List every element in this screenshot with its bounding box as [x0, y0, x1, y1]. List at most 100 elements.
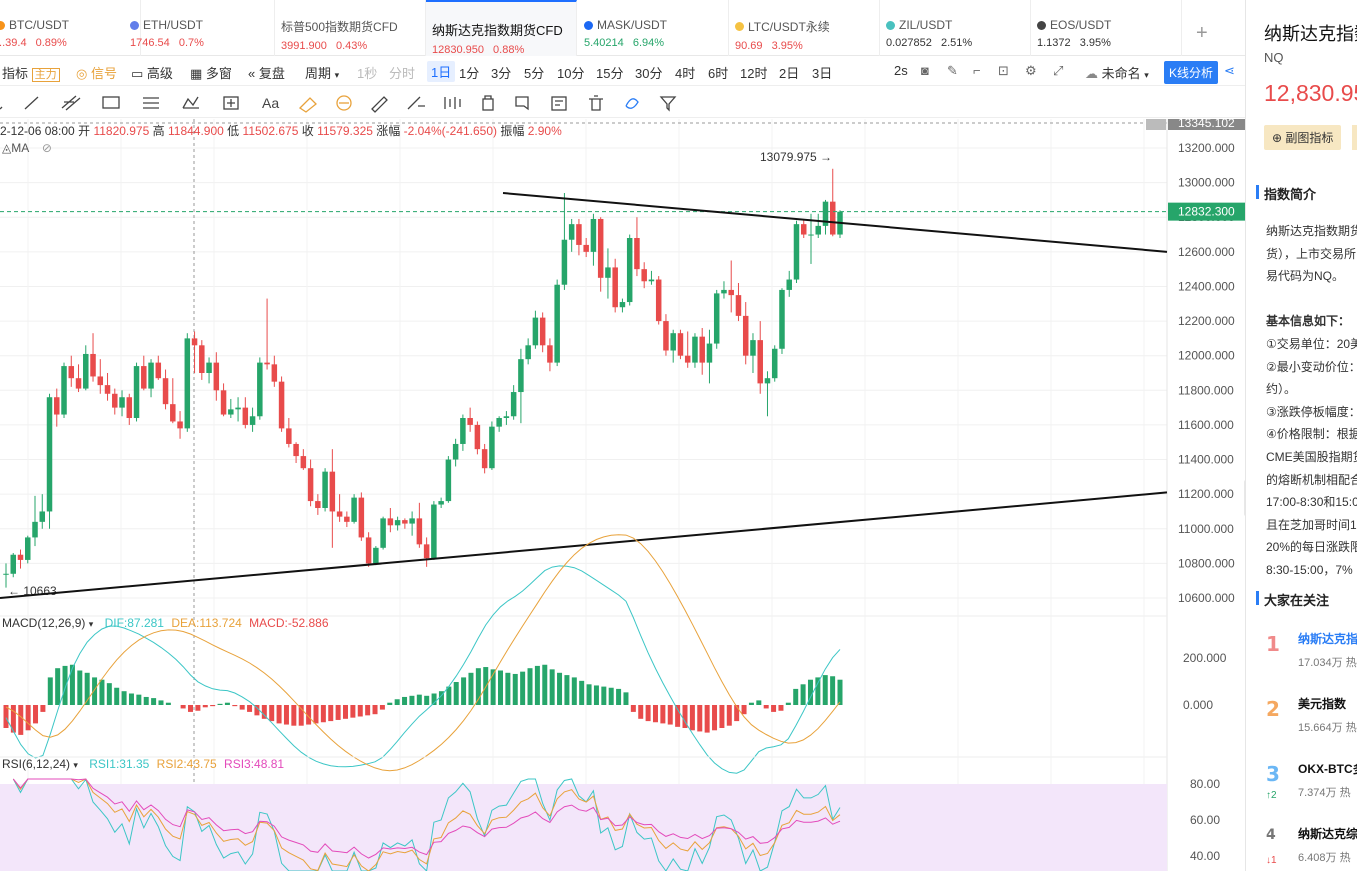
pen-icon[interactable]: ✎ [947, 63, 958, 78]
macd-bar [616, 688, 622, 705]
rsi-band [0, 784, 1167, 871]
macd-legend[interactable]: MACD(12,26,9) ▾ DIF:87.281 DEA:113.724 M… [2, 616, 329, 630]
candle [829, 201, 836, 235]
macd-bar [712, 705, 718, 731]
candle [655, 279, 662, 322]
candle [141, 366, 147, 389]
candle [576, 224, 582, 245]
interval-30分[interactable]: 30分 [635, 66, 663, 81]
candle [365, 537, 372, 564]
refresh-rate[interactable]: 2s [894, 63, 908, 78]
tab-btc-usdt[interactable]: BTC/USDT ...39.4 0.89% [0, 0, 141, 56]
candle [97, 376, 104, 386]
tab-ltc-usdt-[interactable]: LTC/USDT永续 90.69 3.95% [729, 0, 880, 56]
macd-bar [158, 700, 164, 705]
macd-bar [77, 670, 83, 705]
candle [474, 424, 481, 450]
tab-zil-usdt[interactable]: ZIL/USDT 0.027852 2.51% [880, 0, 1031, 56]
chart-toolbar: 指标 主力 ◎ 信号 ▭ 高级 ▦ 多窗 « 复盘 周期 ▾ 1秒 分时 1日 1分 3… [0, 57, 1245, 86]
macd-bar [490, 669, 496, 705]
candle [409, 518, 415, 524]
macd-bar [660, 705, 666, 724]
interval-10分[interactable]: 10分 [557, 66, 585, 81]
tab-eos-usdt[interactable]: EOS/USDT 1.1372 3.95% [1031, 0, 1182, 56]
candle [126, 397, 133, 418]
chart-area[interactable]: 13200.00013000.00012800.00012600.0001240… [0, 119, 1245, 871]
candle [184, 338, 191, 429]
eye-hidden-icon[interactable]: ⊘ [41, 141, 52, 155]
ma-toggle[interactable]: ◬MA ⊘ [2, 141, 52, 155]
interval-15分[interactable]: 15分 [596, 66, 624, 81]
gear-icon[interactable]: ⚙ [1025, 63, 1037, 78]
tab-price: 1.1372 [1037, 37, 1071, 49]
candle [104, 385, 111, 394]
kline-analysis-button[interactable]: K线分析 [1164, 61, 1219, 84]
dif-line [5, 565, 841, 774]
tab--500-cfd[interactable]: 标普500指数期货CFD 3991.900 0.43% [275, 0, 426, 56]
period-dropdown[interactable]: 周期 ▾ [305, 66, 340, 81]
interval-3分[interactable]: 3分 [491, 66, 512, 81]
cloud-layout-dropdown[interactable]: ☁ 未命名 ▾ [1085, 66, 1149, 81]
advanced-button[interactable]: ▭ 高级 [131, 66, 173, 81]
macd-bar [99, 679, 105, 705]
rsi-legend[interactable]: RSI(6,12,24) ▾ RSI1:31.35 RSI2:43.75 RSI… [2, 757, 285, 771]
macd-bar [320, 705, 326, 723]
symbol-code: NQ [1264, 50, 1284, 65]
tab-eth-usdt[interactable]: ETH/USDT 1746.54 0.7% [124, 0, 275, 56]
candle [61, 366, 67, 415]
tab-price: 12830.950 [432, 44, 484, 56]
price-tick: 11800.000 [1178, 383, 1234, 397]
add-tab-button[interactable]: + [1196, 22, 1208, 44]
intro-line: ③涨跌停板幅度： [1266, 404, 1357, 419]
candle [431, 504, 437, 559]
interval-5分[interactable]: 5分 [524, 66, 545, 81]
multi-window-button[interactable]: ▦ 多窗 [190, 66, 232, 81]
camera-icon[interactable]: ◙ [921, 63, 929, 78]
interval-分时[interactable]: 分时 [389, 66, 416, 81]
interval-1秒[interactable]: 1秒 [357, 66, 378, 81]
macd-bar [830, 676, 836, 705]
sub-chart-indicator-button[interactable]: ⊕ 副图指标 [1264, 125, 1342, 150]
signal-icon: ◎ [76, 66, 88, 81]
price-tick: 11400.000 [1178, 453, 1234, 467]
interval-1分[interactable]: 1分 [459, 66, 480, 81]
signal-button[interactable]: ◎ 信号 [76, 66, 117, 81]
indicator-button[interactable]: 指标 主力 [2, 63, 60, 82]
coin-icon [1037, 20, 1046, 30]
macd-bar [247, 705, 253, 712]
coin-icon [0, 20, 5, 30]
layout-icon[interactable]: ⊡ [998, 63, 1009, 78]
candle [257, 362, 263, 417]
interval-2日[interactable]: 2日 [779, 66, 800, 81]
tab-mask-usdt[interactable]: MASK/USDT 5.40214 6.94% [578, 0, 729, 56]
secondary-button[interactable] [1352, 125, 1357, 150]
macd-bar [542, 664, 548, 705]
candle [322, 471, 328, 508]
ohlc-info: 2-12-06 08:00 开 11820.975 高 11844.900 低 … [0, 124, 562, 138]
main-badge[interactable]: 主力 [31, 68, 60, 82]
candle [199, 345, 205, 373]
macd-bar [645, 705, 651, 722]
replay-button[interactable]: « 复盘 [248, 66, 285, 81]
tab--cfd[interactable]: 纳斯达克指数期货CFD 12830.950 0.88% [426, 0, 577, 56]
tab-change: 0.88% [490, 44, 525, 56]
macd-bar [114, 687, 120, 705]
interval-12时[interactable]: 12时 [740, 66, 768, 81]
interval-4时[interactable]: 4时 [675, 66, 696, 81]
interval-6时[interactable]: 6时 [708, 66, 729, 81]
macd-bar [69, 664, 75, 705]
expand-icon[interactable]: ⤢ [1053, 63, 1064, 78]
candle [242, 407, 249, 425]
candle [612, 267, 618, 308]
share-icon[interactable]: ⋖ [1224, 63, 1235, 78]
watch-item-title: 美元指数 [1298, 697, 1347, 711]
macd-bar [188, 705, 194, 712]
macd-bar [3, 705, 9, 728]
crop-icon[interactable]: ⌐ [973, 63, 981, 78]
macd-bar [638, 705, 644, 719]
macd-bar [446, 686, 452, 705]
interval-3日[interactable]: 3日 [812, 66, 833, 81]
macd-bar [719, 705, 725, 728]
interval-1日[interactable]: 1日 [427, 61, 456, 82]
price-tick: 12000.000 [1178, 349, 1235, 363]
